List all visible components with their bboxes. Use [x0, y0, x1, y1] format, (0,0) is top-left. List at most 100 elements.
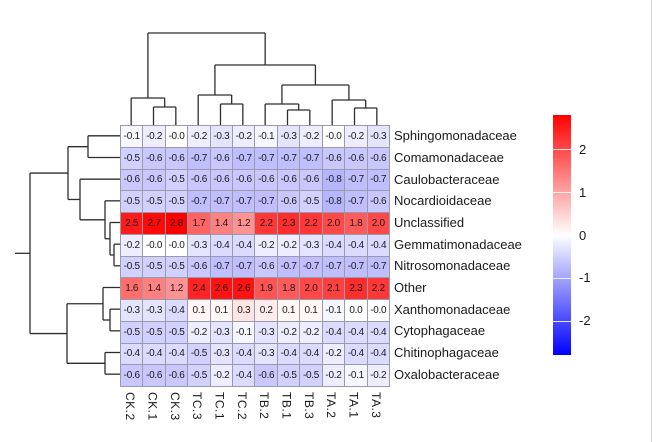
heatmap-cell: 1.4 [210, 213, 233, 234]
heatmap-cell: -0.4 [322, 321, 345, 343]
column-label: TB.3 [301, 392, 316, 420]
heatmap-cell: -0.4 [345, 234, 367, 256]
heatmap-cell: -0.2 [300, 126, 322, 147]
column-label: CK.1 [145, 392, 160, 421]
heatmap-cell: -0.7 [345, 169, 367, 191]
heatmap-cell: -0.6 [277, 191, 300, 212]
heatmap-cell: -0.5 [165, 169, 188, 191]
heatmap-cell: -0.7 [277, 256, 300, 278]
heatmap-cell: -0.6 [210, 147, 233, 169]
heatmap-cell: -0.3 [188, 234, 210, 256]
heatmap-cell: -0.4 [345, 321, 367, 343]
heatmap-cell: -0.0 [322, 126, 345, 147]
heatmap-cell: 2.2 [300, 213, 322, 234]
heatmap-cell: -0.2 [210, 365, 233, 386]
heatmap-cell: 1.7 [188, 213, 210, 234]
heatmap-cell: -0.5 [300, 365, 322, 386]
heatmap-cell: -0.0 [367, 300, 389, 321]
heatmap-cell: -0.3 [367, 126, 389, 147]
heatmap-cell: -0.6 [367, 147, 389, 169]
heatmap-cell: -0.7 [188, 147, 210, 169]
heatmap-cell: -0.5 [188, 343, 210, 365]
heatmap-cell: -0.3 [210, 126, 233, 147]
heatmap-cell: 2.7 [143, 213, 165, 234]
heatmap-cell: 0.1 [188, 300, 210, 321]
heatmap-cell: -0.5 [300, 191, 322, 212]
heatmap-cell: -0.4 [165, 343, 188, 365]
heatmap-cell: 2.8 [165, 213, 188, 234]
column-label: TA.2 [324, 392, 339, 419]
heatmap-cell: -0.7 [300, 147, 322, 169]
heatmap-cell: -0.1 [345, 365, 367, 386]
color-scale-tick-label: -2 [579, 313, 591, 329]
heatmap-cell: -0.5 [121, 256, 143, 278]
heatmap-cell: -0.2 [300, 321, 322, 343]
row-label: Xanthomonadaceae [394, 301, 511, 317]
color-scale-tick-mark [553, 192, 571, 194]
heatmap-cell: -0.1 [233, 321, 255, 343]
heatmap-cell: -0.7 [367, 169, 389, 191]
heatmap-cell: -0.3 [300, 234, 322, 256]
heatmap-cell: -0.3 [143, 300, 165, 321]
column-label: TC.3 [190, 392, 205, 421]
heatmap-cell: -0.0 [165, 234, 188, 256]
heatmap-cell: -0.0 [165, 126, 188, 147]
heatmap-cell: -0.0 [143, 234, 165, 256]
heatmap-cell: -0.7 [255, 147, 277, 169]
heatmap-cell: 2.2 [367, 278, 389, 299]
heatmap-cell: -0.6 [322, 147, 345, 169]
heatmap-cell: -0.4 [367, 321, 389, 343]
heatmap-cell: -0.6 [277, 169, 300, 191]
color-scale-tick-label: 1 [579, 184, 587, 200]
row-label: Nitrosomonadaceae [394, 258, 511, 274]
row-label: Other [394, 280, 427, 295]
row-label: Unclassified [394, 215, 465, 230]
heatmap-cell: 1.8 [277, 278, 300, 299]
heatmap-cell: -0.5 [121, 191, 143, 212]
row-label: Nocardioidaceae [394, 193, 492, 209]
heatmap-cell: -0.6 [210, 169, 233, 191]
heatmap-cell: -0.7 [233, 191, 255, 212]
heatmap-cell: -0.6 [345, 147, 367, 169]
row-label: Cytophagaceae [394, 323, 486, 339]
heatmap-cell: -0.6 [255, 169, 277, 191]
heatmap-cell: -0.6 [188, 169, 210, 191]
heatmap-cell: -0.7 [255, 191, 277, 212]
heatmap-cell: -0.2 [277, 321, 300, 343]
heatmap-cell: -0.6 [255, 256, 277, 278]
heatmap-cell: -0.4 [143, 343, 165, 365]
window-edge-line [651, 0, 652, 442]
heatmap-cell: -0.3 [121, 300, 143, 321]
heatmap-cell: -0.5 [143, 191, 165, 212]
column-label: TC.1 [212, 392, 227, 421]
column-label: CK.3 [167, 392, 182, 421]
heatmap-cell: -0.5 [143, 321, 165, 343]
heatmap-cell: -0.4 [322, 234, 345, 256]
heatmap-cell: -0.2 [322, 343, 345, 365]
color-scale-tick-mark [553, 320, 571, 322]
heatmap-cell: -0.7 [188, 191, 210, 212]
heatmap-cell: -0.5 [188, 365, 210, 386]
heatmap-cell: -0.3 [277, 126, 300, 147]
row-label: Oxalobacteraceae [394, 366, 500, 382]
column-label: TA.1 [346, 392, 361, 419]
heatmap-cell: -0.6 [143, 365, 165, 386]
heatmap-cell: -0.6 [188, 256, 210, 278]
column-label: TB.1 [279, 392, 294, 420]
heatmap-cell: -0.5 [121, 147, 143, 169]
heatmap-cell: -0.6 [165, 147, 188, 169]
heatmap-cell: -0.8 [322, 169, 345, 191]
heatmap-cell: -0.6 [121, 169, 143, 191]
color-scale-legend [553, 115, 571, 355]
row-label: Caulobacteraceae [394, 171, 500, 187]
heatmap-cell: -0.2 [233, 126, 255, 147]
heatmap-cell: -0.2 [143, 126, 165, 147]
row-label: Sphingomonadaceae [394, 128, 517, 144]
heatmap-cell: 1.2 [233, 213, 255, 234]
heatmap-cell: -0.6 [143, 169, 165, 191]
column-label: TA.3 [368, 392, 383, 419]
heatmap-cell: -0.6 [165, 365, 188, 386]
heatmap-cell: 0.1 [277, 300, 300, 321]
row-dendrogram [15, 135, 120, 375]
